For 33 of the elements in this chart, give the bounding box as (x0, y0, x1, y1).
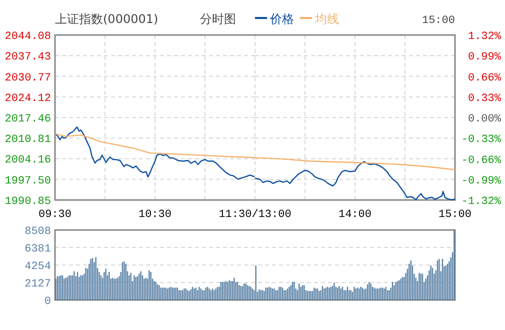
y-tick-label: 2044.08 (4, 31, 51, 43)
x-tick-label: 10:30 (138, 209, 172, 221)
text: 1.32% (468, 31, 501, 43)
y-tick-label: 8508 (24, 226, 51, 238)
y-tick-label: 2010.81 (4, 134, 52, 146)
x-tick-label: 09:30 (38, 209, 72, 221)
y-tick-label: 2030.77 (4, 72, 51, 84)
legend-label: 价格 (269, 12, 294, 26)
x-tick-label: 15:00 (438, 209, 472, 221)
y-tick-label: 0 (44, 296, 51, 308)
text: -0.33% (461, 134, 501, 146)
y-tick-label: 2024.12 (4, 92, 51, 105)
y-tick-label: 2127 (24, 278, 51, 290)
y-tick-label: 4254 (24, 261, 52, 273)
text: 15:00 (422, 15, 455, 27)
text: -0.66% (461, 154, 501, 167)
y-tick-label: 2017.46 (4, 114, 51, 126)
text: 0.00% (468, 114, 501, 126)
y-tick-label: 2004.16 (4, 154, 51, 167)
y-tick-label: 1990.85 (4, 196, 51, 208)
y-tick-label: 2037.43 (4, 52, 51, 64)
x-tick-label: 14:00 (338, 209, 372, 221)
text: 0.66% (468, 72, 501, 84)
text: -0.99% (461, 175, 501, 188)
y-tick-label: 6381 (24, 244, 52, 256)
legend-label: 均线 (314, 12, 339, 26)
y-tick-label: 1997.50 (4, 175, 51, 188)
chart-title: 上证指数(000001) (55, 12, 158, 26)
text: -1.32% (461, 196, 501, 208)
x-tick-label: 11:30/13:00 (218, 209, 292, 221)
text: 0.99% (468, 52, 501, 64)
text: 0.33% (468, 92, 501, 105)
chart-subtitle: 分时图 (200, 12, 236, 26)
